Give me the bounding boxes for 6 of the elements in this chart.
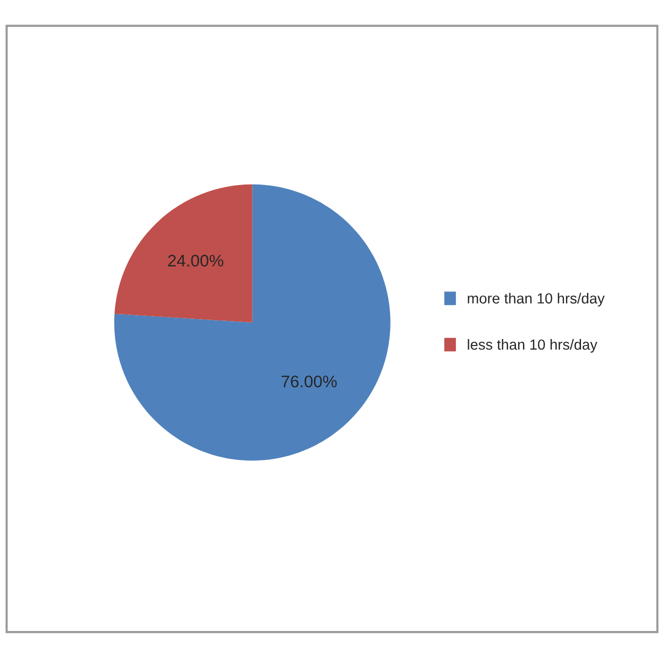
legend-label: less than 10 hrs/day — [468, 339, 598, 353]
data-label: 24.00% — [168, 254, 224, 267]
legend-label: more than 10 hrs/day — [468, 292, 605, 306]
data-label: 76.00% — [282, 376, 337, 388]
pie-slice — [114, 184, 390, 461]
pie-slice — [114, 184, 252, 322]
